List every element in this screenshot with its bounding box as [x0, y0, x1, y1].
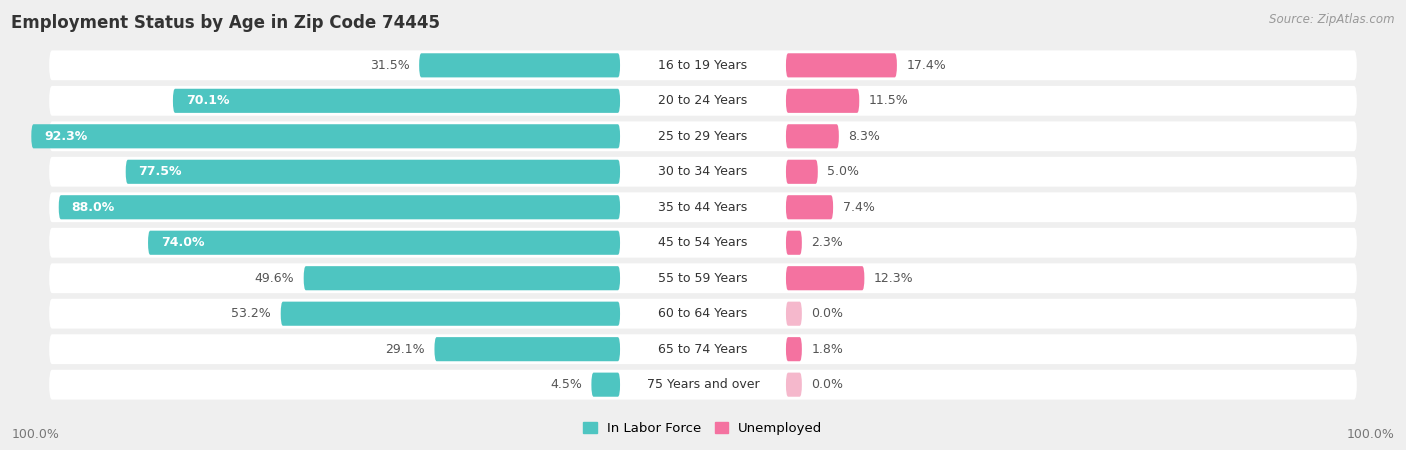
FancyBboxPatch shape	[786, 337, 801, 361]
FancyBboxPatch shape	[786, 231, 801, 255]
Text: 53.2%: 53.2%	[232, 307, 271, 320]
Text: 100.0%: 100.0%	[11, 428, 59, 441]
Text: 8.3%: 8.3%	[848, 130, 880, 143]
Text: 60 to 64 Years: 60 to 64 Years	[658, 307, 748, 320]
Text: 74.0%: 74.0%	[160, 236, 204, 249]
FancyBboxPatch shape	[49, 299, 1357, 328]
FancyBboxPatch shape	[786, 124, 839, 148]
FancyBboxPatch shape	[281, 302, 620, 326]
Text: 77.5%: 77.5%	[138, 165, 181, 178]
Text: 100.0%: 100.0%	[1347, 428, 1395, 441]
Text: 12.3%: 12.3%	[875, 272, 914, 285]
Text: 88.0%: 88.0%	[72, 201, 115, 214]
Text: 49.6%: 49.6%	[254, 272, 294, 285]
Text: 17.4%: 17.4%	[907, 59, 946, 72]
Text: 55 to 59 Years: 55 to 59 Years	[658, 272, 748, 285]
FancyBboxPatch shape	[49, 157, 1357, 187]
Text: 35 to 44 Years: 35 to 44 Years	[658, 201, 748, 214]
FancyBboxPatch shape	[49, 122, 1357, 151]
FancyBboxPatch shape	[49, 228, 1357, 258]
FancyBboxPatch shape	[49, 370, 1357, 400]
Text: 11.5%: 11.5%	[869, 94, 908, 107]
FancyBboxPatch shape	[49, 50, 1357, 80]
Text: 2.3%: 2.3%	[811, 236, 844, 249]
FancyBboxPatch shape	[31, 124, 620, 148]
FancyBboxPatch shape	[125, 160, 620, 184]
FancyBboxPatch shape	[49, 334, 1357, 364]
FancyBboxPatch shape	[304, 266, 620, 290]
FancyBboxPatch shape	[59, 195, 620, 219]
FancyBboxPatch shape	[148, 231, 620, 255]
FancyBboxPatch shape	[49, 192, 1357, 222]
FancyBboxPatch shape	[434, 337, 620, 361]
FancyBboxPatch shape	[786, 373, 801, 397]
FancyBboxPatch shape	[592, 373, 620, 397]
Text: 0.0%: 0.0%	[811, 378, 844, 391]
Text: 0.0%: 0.0%	[811, 307, 844, 320]
Legend: In Labor Force, Unemployed: In Labor Force, Unemployed	[579, 418, 827, 439]
Text: 5.0%: 5.0%	[827, 165, 859, 178]
Text: 70.1%: 70.1%	[186, 94, 229, 107]
FancyBboxPatch shape	[173, 89, 620, 113]
Text: 25 to 29 Years: 25 to 29 Years	[658, 130, 748, 143]
FancyBboxPatch shape	[786, 89, 859, 113]
FancyBboxPatch shape	[49, 263, 1357, 293]
FancyBboxPatch shape	[786, 302, 801, 326]
Text: 1.8%: 1.8%	[811, 343, 844, 356]
Text: 29.1%: 29.1%	[385, 343, 425, 356]
FancyBboxPatch shape	[786, 195, 834, 219]
Text: 31.5%: 31.5%	[370, 59, 409, 72]
Text: Employment Status by Age in Zip Code 74445: Employment Status by Age in Zip Code 744…	[11, 14, 440, 32]
FancyBboxPatch shape	[419, 53, 620, 77]
FancyBboxPatch shape	[786, 53, 897, 77]
FancyBboxPatch shape	[786, 266, 865, 290]
Text: 45 to 54 Years: 45 to 54 Years	[658, 236, 748, 249]
Text: 65 to 74 Years: 65 to 74 Years	[658, 343, 748, 356]
Text: 75 Years and over: 75 Years and over	[647, 378, 759, 391]
Text: Source: ZipAtlas.com: Source: ZipAtlas.com	[1270, 14, 1395, 27]
Text: 30 to 34 Years: 30 to 34 Years	[658, 165, 748, 178]
Text: 92.3%: 92.3%	[44, 130, 87, 143]
FancyBboxPatch shape	[49, 86, 1357, 116]
Text: 4.5%: 4.5%	[550, 378, 582, 391]
Text: 7.4%: 7.4%	[842, 201, 875, 214]
Text: 20 to 24 Years: 20 to 24 Years	[658, 94, 748, 107]
Text: 16 to 19 Years: 16 to 19 Years	[658, 59, 748, 72]
FancyBboxPatch shape	[786, 160, 818, 184]
